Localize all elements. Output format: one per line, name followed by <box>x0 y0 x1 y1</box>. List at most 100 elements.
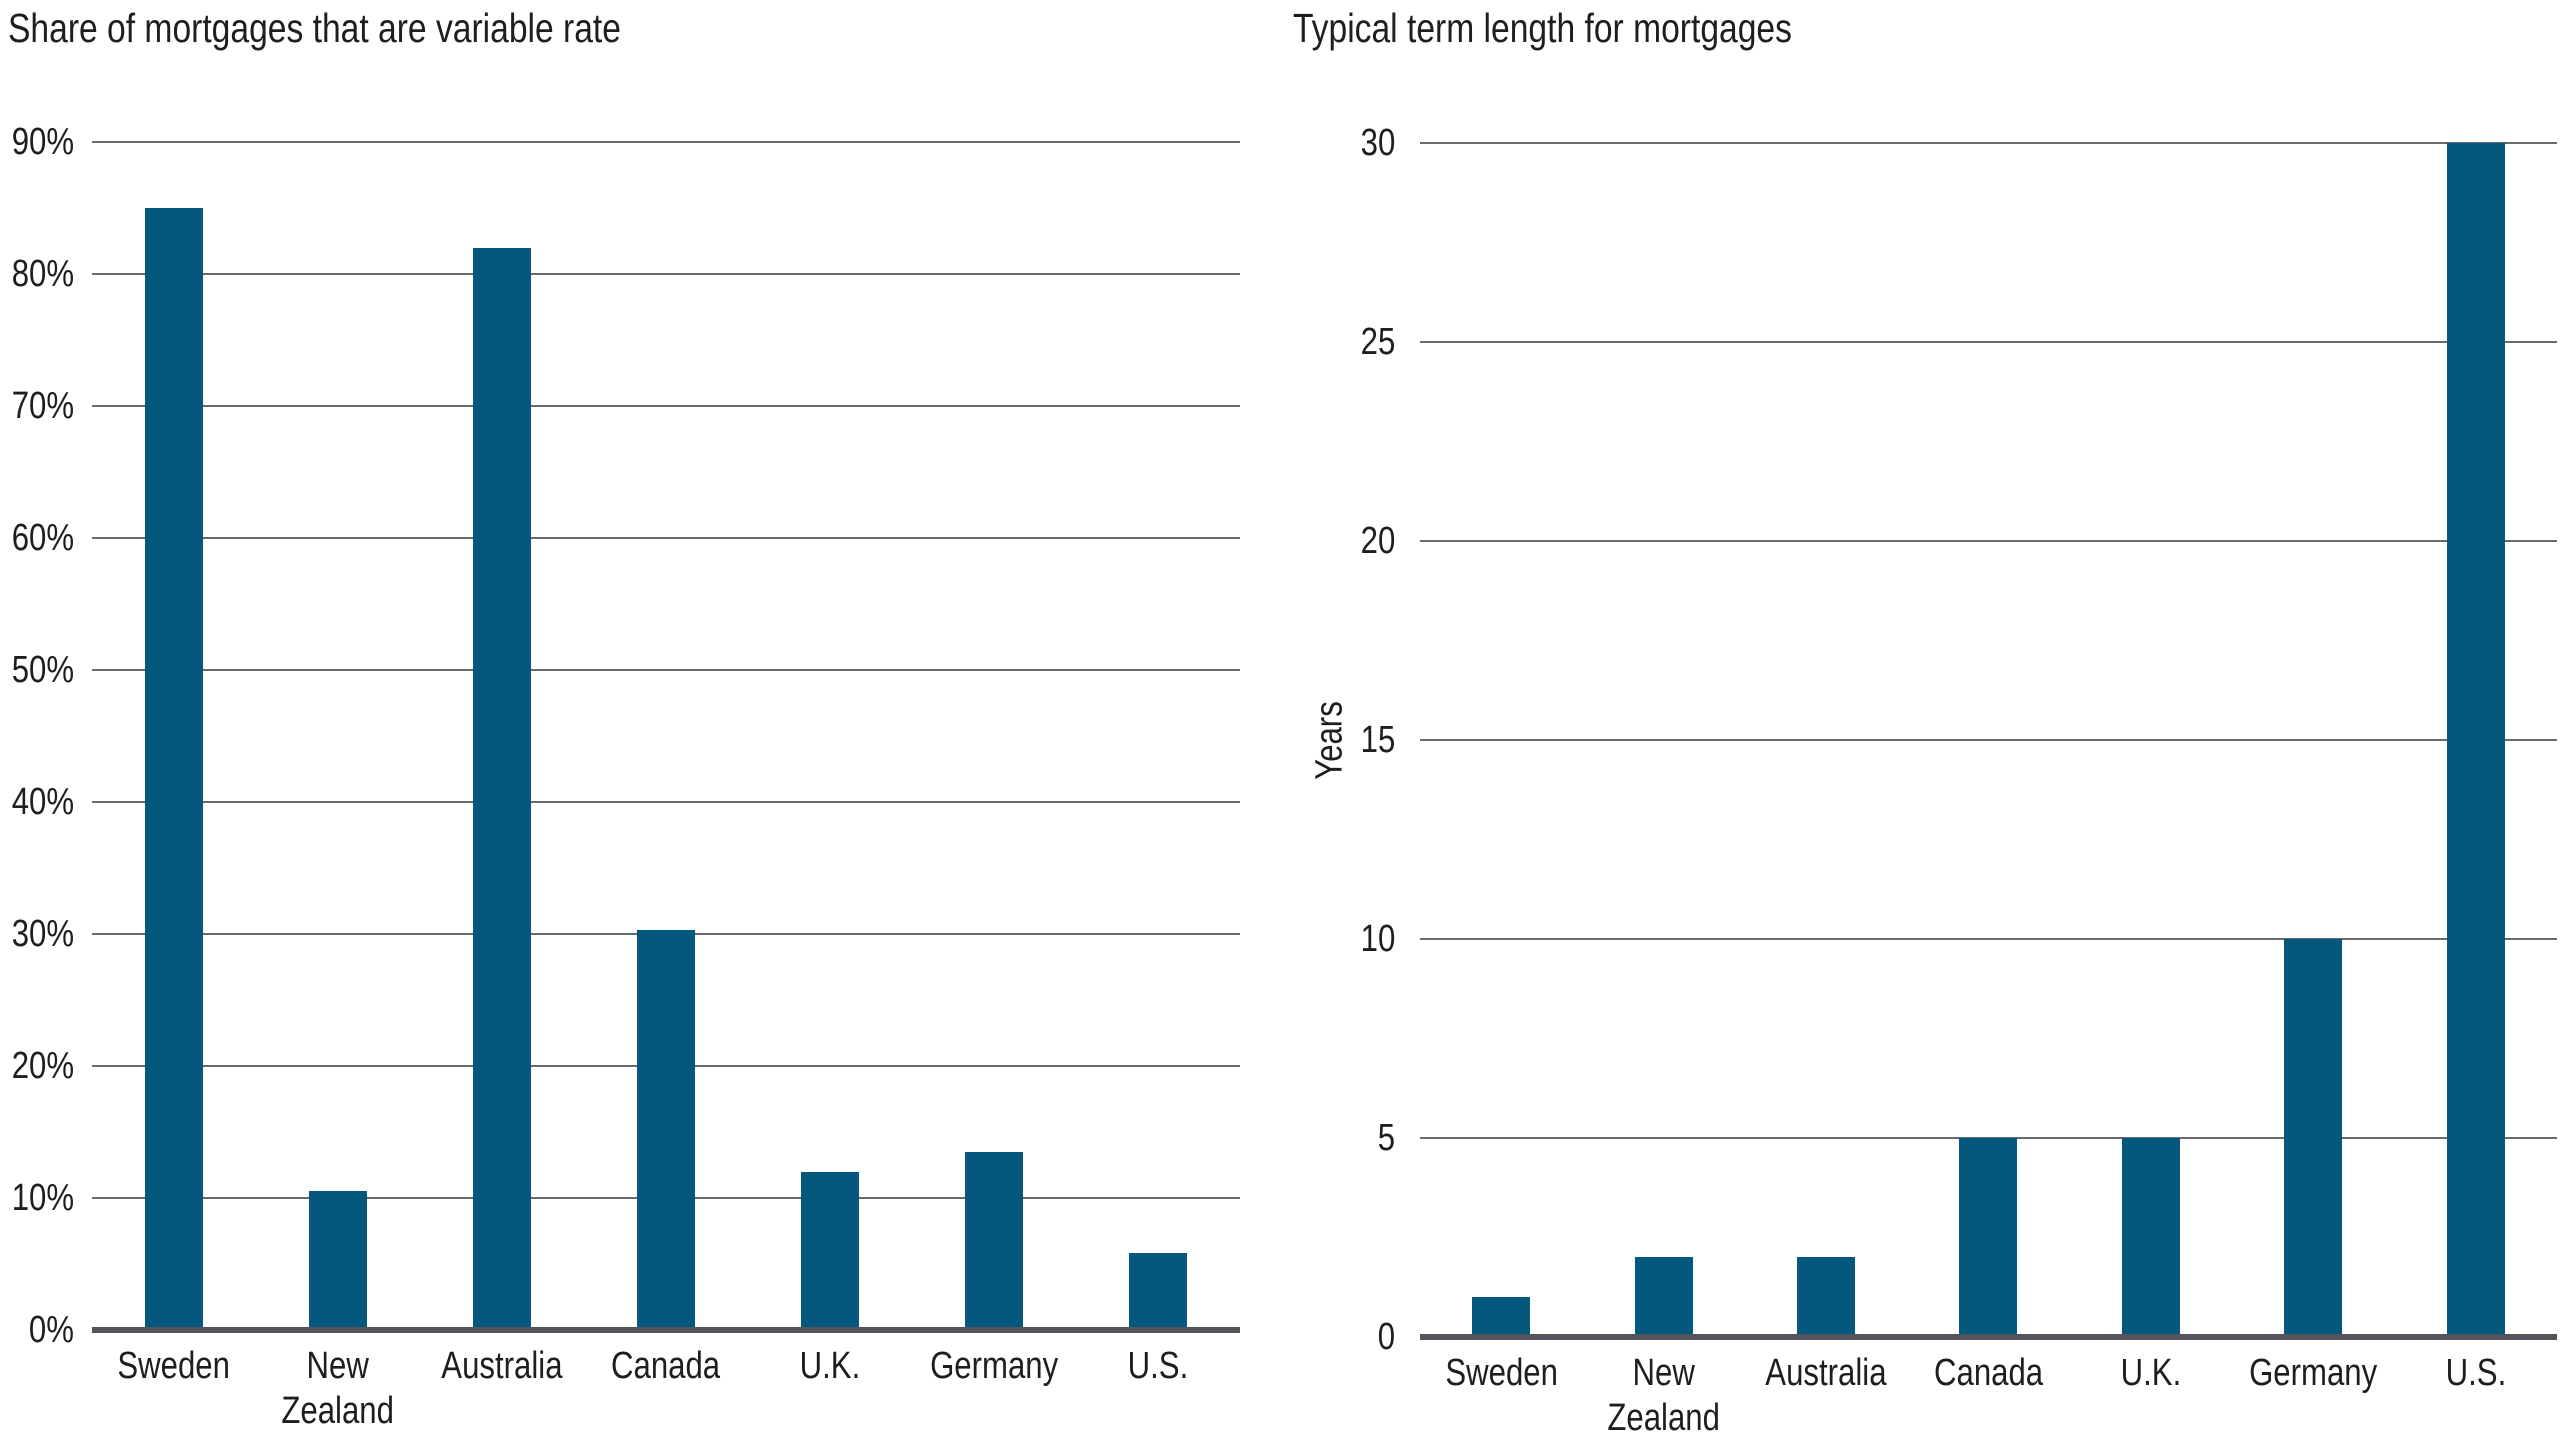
x-axis-label-text: Canada <box>611 1345 721 1387</box>
x-axis-label-text: U.K. <box>799 1345 861 1387</box>
gridline-10 <box>1420 938 2557 941</box>
x-axis-label-new-zealand: New Zealand <box>1582 1351 1744 1441</box>
y-tick-label-5: 5 <box>1374 1119 1395 1157</box>
y-tick-label-60: 60% <box>0 519 74 557</box>
x-axis-label-text: New Zealand <box>281 1345 395 1432</box>
y-tick-label-30: 30% <box>0 915 74 953</box>
bar-slot <box>420 142 584 1330</box>
y-tick-label-text: 20% <box>11 1045 74 1088</box>
x-axis-label-text: Sweden <box>1444 1352 1558 1394</box>
y-tick-label-text: 5 <box>1377 1117 1395 1159</box>
x-axis-label-australia: Australia <box>1745 1351 1907 1441</box>
bar-u-k- <box>801 1171 859 1330</box>
y-tick-label-text: 30 <box>1360 122 1395 164</box>
x-axis-label-new-zealand: New Zealand <box>256 1344 420 1434</box>
y-axis-title-text: Years <box>1308 700 1351 780</box>
y-tick-label-text: 0% <box>28 1309 74 1351</box>
y-tick-label-text: 10 <box>1360 918 1395 960</box>
gridline-70 <box>92 405 1240 407</box>
bar-australia <box>1797 1257 1856 1337</box>
gridline-25 <box>1420 341 2557 343</box>
x-axis-label-canada: Canada <box>1907 1351 2069 1441</box>
y-axis-title <box>0 142 70 1330</box>
bar-germany <box>2284 939 2343 1337</box>
gridline-15 <box>1420 739 2557 741</box>
y-tick-label-15: 15 <box>1353 721 1395 759</box>
bars-row <box>92 142 1240 1330</box>
bar-canada <box>1959 1138 2018 1337</box>
chart-title-text: Typical term length for mortgages <box>1293 5 1792 51</box>
x-axis-labels: Sweden New Zealand Australia Canada U.K. Germ… <box>1420 1351 2557 1441</box>
y-tick-label-text: 30% <box>11 913 74 955</box>
x-axis-label-u-k-: U.K. <box>2070 1351 2232 1441</box>
y-tick-label-30: 30 <box>1353 124 1395 162</box>
bar-slot <box>1582 143 1744 1337</box>
bar-u-s- <box>2446 143 2505 1337</box>
bar-u-s- <box>1129 1253 1187 1330</box>
bar-slot <box>1745 143 1907 1337</box>
x-axis-label-text: U.S. <box>2445 1352 2507 1394</box>
y-axis-gutter: 0% 10% 20% 30% 40% 50% 60% 70% 80% 90% <box>0 123 92 1349</box>
y-tick-label-70: 70% <box>0 387 74 425</box>
x-axis-label-australia: Australia <box>420 1344 584 1434</box>
bar-slot <box>748 142 912 1330</box>
y-tick-label-10: 10% <box>0 1179 74 1217</box>
x-axis-label-sweden: Sweden <box>92 1344 256 1434</box>
bar-slot <box>584 142 748 1330</box>
bar-sweden <box>145 208 203 1330</box>
x-axis-label-germany: Germany <box>2232 1351 2394 1441</box>
x-axis-label-u-k-: U.K. <box>748 1344 912 1434</box>
bar-slot <box>1420 143 1582 1337</box>
x-axis-label-text: New Zealand <box>1607 1352 1720 1439</box>
x-axis-label-text: Sweden <box>117 1345 231 1387</box>
gridline-60 <box>92 537 1240 540</box>
plot-area: 0% 10% 20% 30% 40% 50% 60% 70% 80% 90% Sweden New … <box>12 123 1240 1432</box>
y-tick-label-40: 40% <box>0 783 74 821</box>
y-tick-label-50: 50% <box>0 651 74 689</box>
bar-slot <box>912 142 1076 1330</box>
y-tick-label-text: 90% <box>11 121 74 163</box>
bar-slot <box>2070 143 2232 1337</box>
x-axis-label-text: Australia <box>441 1345 563 1387</box>
bar-germany <box>965 1151 1023 1330</box>
gridline-50 <box>92 669 1240 671</box>
x-axis-label-text: Germany <box>2249 1352 2378 1394</box>
x-axis-line <box>92 1327 1240 1333</box>
x-axis-label-text: Germany <box>929 1345 1059 1387</box>
x-axis-labels: Sweden New Zealand Australia Canada U.K. Germ… <box>92 1344 1240 1434</box>
bar-new-zealand <box>1634 1257 1693 1337</box>
x-axis-label-u-s-: U.S. <box>1076 1344 1240 1434</box>
y-tick-label-90: 90% <box>0 123 74 161</box>
variable-rate-chart: Share of mortgages that are variable rat… <box>0 0 1280 1440</box>
y-tick-label-text: 10% <box>11 1177 74 1220</box>
term-length-chart: Typical term length for mortgages 0 5 10 15… <box>1280 0 2560 1440</box>
bar-australia <box>473 247 531 1330</box>
y-tick-label-20: 20% <box>0 1047 74 1085</box>
y-tick-label-25: 25 <box>1353 323 1395 361</box>
chart-title-text: Share of mortgages that are variable rat… <box>8 5 621 51</box>
bar-slot <box>2395 143 2557 1337</box>
x-axis-label-canada: Canada <box>584 1344 748 1434</box>
y-tick-label-text: 15 <box>1360 719 1395 761</box>
y-tick-label-text: 0 <box>1377 1316 1395 1358</box>
x-axis-line <box>1420 1334 2557 1340</box>
chart-title: Share of mortgages that are variable rat… <box>8 5 756 51</box>
y-axis-gutter: 0 5 10 15 20 25 30 <box>1280 124 1420 1356</box>
bar-slot <box>92 142 256 1330</box>
bars-row <box>1420 143 2557 1337</box>
y-tick-label-text: 40% <box>11 781 74 824</box>
bar-new-zealand <box>309 1191 367 1330</box>
x-axis-label-text: Australia <box>1765 1352 1887 1394</box>
y-tick-label-0: 0 <box>1374 1318 1395 1356</box>
y-tick-label-text: 70% <box>11 385 74 427</box>
y-tick-label-20: 20 <box>1353 522 1395 560</box>
x-axis-label-text: Canada <box>1933 1352 2044 1394</box>
bar-sweden <box>1472 1297 1531 1337</box>
bar-slot <box>256 142 420 1330</box>
x-axis-label-text: U.S. <box>1127 1345 1189 1387</box>
x-axis-label-text: U.K. <box>2120 1352 2182 1394</box>
gridline-80 <box>92 273 1240 276</box>
bar-slot <box>1907 143 2069 1337</box>
y-axis-title: Years <box>1295 143 1365 1337</box>
